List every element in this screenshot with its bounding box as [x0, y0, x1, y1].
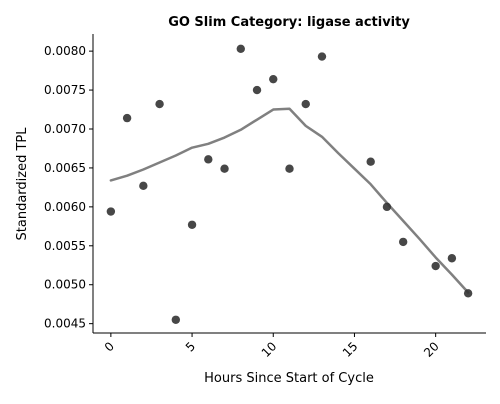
data-point [106, 207, 116, 216]
data-point [463, 289, 473, 298]
data-point [269, 74, 278, 84]
y-tick-label: 0.0055 [44, 239, 86, 253]
x-tick-label: 10 [259, 339, 280, 360]
y-tick-label: 0.0065 [44, 161, 86, 175]
y-tick-label: 0.0075 [44, 83, 86, 97]
data-point [155, 99, 164, 109]
trend-line [109, 107, 470, 294]
data-point [122, 113, 132, 123]
x-tick-label: 5 [183, 339, 198, 354]
data-point [382, 202, 392, 212]
data-point [220, 164, 229, 173]
x-tick-label: 20 [421, 339, 442, 360]
y-tick-label: 0.0050 [44, 278, 86, 292]
y-tick-label: 0.0070 [44, 122, 86, 136]
y-tick-label: 0.0045 [44, 317, 86, 331]
data-point [398, 237, 408, 247]
data-point [301, 99, 310, 109]
data-point [171, 315, 181, 324]
data-point [252, 85, 262, 95]
data-point [285, 164, 294, 173]
data-point [187, 220, 197, 229]
y-axis-label: Standardized TPL [15, 127, 30, 241]
x-tick-label: 0 [102, 339, 117, 354]
y-tick-label: 0.0080 [44, 44, 86, 58]
x-axis-label: Hours Since Start of Cycle [204, 371, 374, 386]
data-point [317, 52, 327, 61]
x-tick-label: 15 [340, 339, 361, 360]
data-point [139, 181, 148, 191]
data-point [366, 157, 375, 166]
plot-area: 0.0045 0.0050 0.0055 0.0060 0.0065 0.0070 0.00… [44, 34, 486, 360]
y-tick-label: 0.0060 [44, 200, 86, 214]
data-point [447, 254, 457, 263]
chart-title: GO Slim Category: ligase activity [168, 15, 410, 30]
data-point [204, 155, 213, 164]
data-point [236, 44, 245, 53]
data-point [431, 261, 440, 271]
